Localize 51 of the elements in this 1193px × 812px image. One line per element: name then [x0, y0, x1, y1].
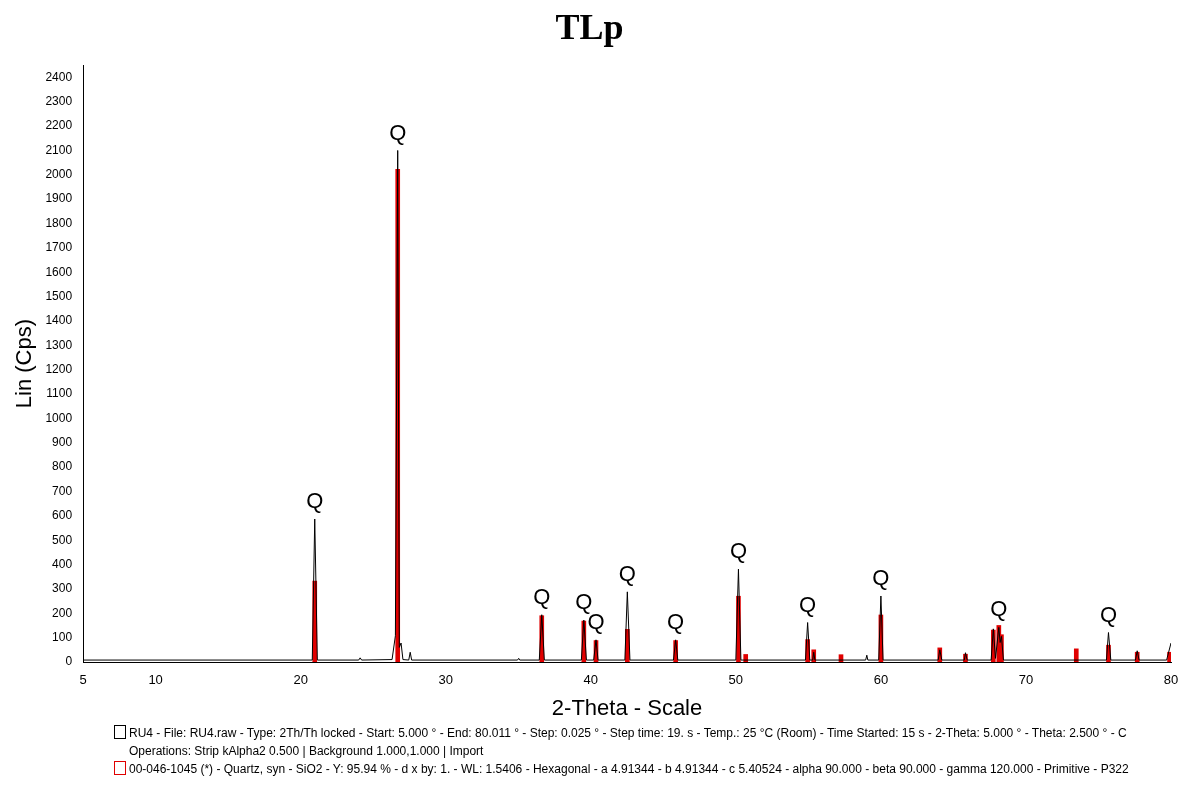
x-tick-label: 70	[1018, 672, 1034, 688]
x-tick-label: 50	[728, 672, 744, 688]
y-tick-label: 600	[52, 508, 73, 523]
legend-label: 00-046-1045 (*) - Quartz, syn - SiO2 - Y: 95.94 % - d x by: 1. - WL: 1.5406 - Hexagonal - a 4.91344 - b 4.91344 - c 5.40524 - alpha 90.000 - beta 90.000 - gamma 120.000 - Primitive - P322	[129, 761, 1129, 778]
annotation: Q	[389, 119, 407, 145]
y-tick-label: 700	[52, 483, 73, 498]
x-tick-label: 40	[583, 672, 599, 688]
y-tick-label: 200	[52, 605, 73, 620]
y-axis-title: Lin (Cps)	[11, 318, 37, 409]
y-tick-label: 1300	[45, 337, 73, 352]
annotation: Q	[306, 488, 324, 514]
y-tick-label: 0	[65, 654, 73, 669]
y-tick-label: 1000	[45, 410, 73, 425]
y-tick-label: 1800	[45, 215, 73, 230]
annotation: Q	[872, 565, 890, 591]
y-tick-label: 1700	[45, 240, 73, 255]
y-tick-label: 500	[52, 532, 73, 547]
y-tick-label: 2000	[45, 167, 73, 182]
annotation: Q	[533, 583, 551, 609]
y-tick-label: 1400	[45, 313, 73, 328]
y-tick-label: 1600	[45, 264, 73, 279]
x-tick-label: 30	[438, 672, 453, 688]
x-tick-label: 10	[148, 672, 163, 688]
chart-title: TLp	[555, 6, 624, 47]
x-tick-label: 80	[1163, 672, 1179, 688]
y-tick-label: 800	[52, 459, 73, 474]
y-tick-label: 1500	[45, 288, 73, 303]
y-tick-label: 1100	[46, 386, 73, 401]
y-tick-label: 2200	[45, 118, 73, 133]
y-tick-label: 1200	[45, 362, 73, 376]
y-tick-label: 2100	[45, 142, 73, 157]
x-axis-title: 2-Theta - Scale	[551, 694, 703, 720]
x-tick-label: 5	[79, 672, 87, 688]
annotation: Q	[799, 591, 817, 617]
annotation: Q	[575, 589, 593, 615]
legend-label: RU4 - File: RU4.raw - Type: 2Th/Th locked - Start: 5.000 ° - End: 80.011 ° - Step: 0.025 ° - Step time: 19. s - Temp.: 25 °C (Room) - Time Started: 15 s - 2-Theta: 5.000 ° - Theta: 2.500 ° - C	[129, 725, 1127, 742]
annotation: Q	[990, 596, 1008, 622]
x-tick-label: 20	[293, 672, 308, 688]
text: Operations: Strip kAlpha2 0.500 | Background 1.000,1.000 | Import	[129, 743, 485, 760]
y-tick-label: 2300	[45, 94, 73, 109]
y-tick-label: 1900	[45, 191, 73, 206]
y-tick-label: 100	[52, 629, 73, 644]
y-tick-label: 2400	[45, 69, 73, 84]
annotation: Q	[667, 608, 685, 634]
y-tick-label: 900	[52, 435, 73, 450]
annotation: Q	[1099, 601, 1118, 627]
x-tick-label: 60	[873, 672, 889, 688]
y-tick-label: 400	[52, 556, 73, 571]
annotation: Q	[618, 560, 636, 586]
y-tick-label: 300	[52, 581, 73, 596]
annotation: Q	[729, 538, 748, 564]
